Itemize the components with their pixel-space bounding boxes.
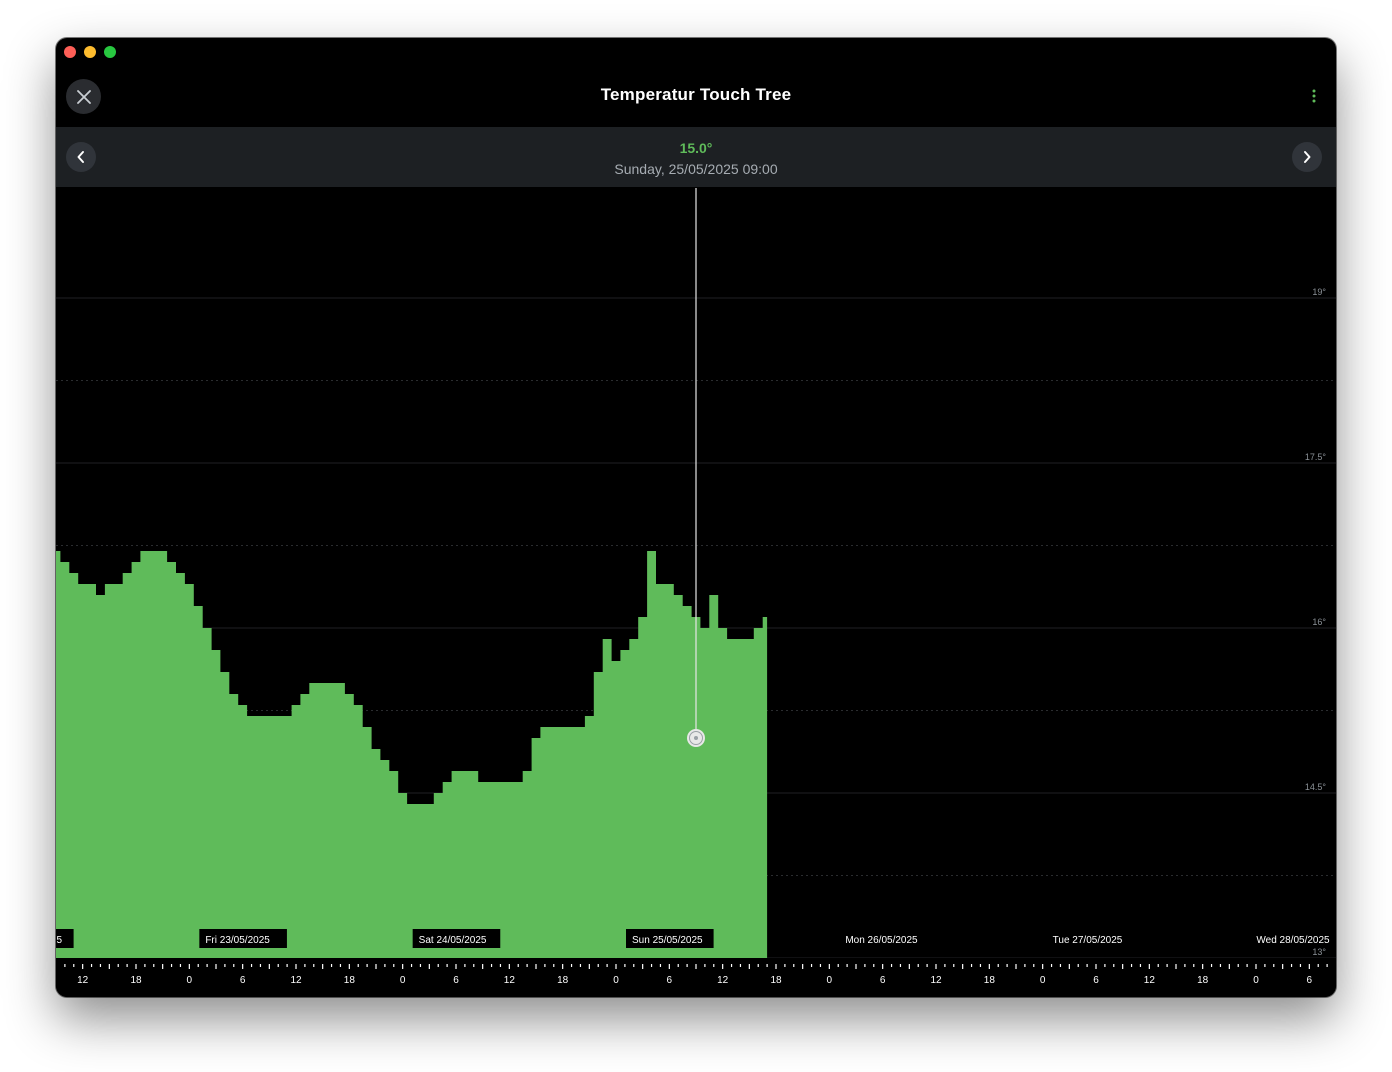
x-axis-tick-label: 0 [1253,975,1259,986]
window-close-control[interactable] [64,46,76,58]
x-axis-tick-label: 18 [344,975,356,986]
x-axis-tick-label: 12 [717,975,729,986]
date-navigation-bar: 15.0° Sunday, 25/05/2025 09:00 [56,127,1336,187]
x-axis-tick-label: 18 [770,975,782,986]
x-axis-tick-label: 12 [77,975,89,986]
day-label-box [839,929,927,948]
window-titlebar [56,38,1336,68]
top-bar: Temperatur Touch Tree [56,68,1336,126]
day-label: Sat 24/05/2025 [419,935,487,946]
x-axis-tick-label: 0 [187,975,193,986]
window-minimize-control[interactable] [84,46,96,58]
x-axis-tick-label: 18 [557,975,569,986]
x-axis-tick-label: 0 [400,975,406,986]
kebab-menu-icon [1312,89,1316,103]
x-axis-tick-label: 0 [613,975,619,986]
x-axis-tick-label: 6 [1093,975,1099,986]
day-label: Fri 23/05/2025 [205,935,270,946]
temperature-series-area [56,551,768,958]
previous-button[interactable] [66,142,96,172]
cursor-marker-dot [694,736,698,740]
x-axis-tick-label: 6 [1307,975,1313,986]
chevron-left-icon [77,151,84,163]
day-label: Wed 28/05/2025 [1256,935,1330,946]
y-axis-tick-label: 17.5° [1305,452,1327,462]
day-label: Tue 27/05/2025 [1053,935,1123,946]
more-menu-button[interactable] [1306,85,1322,107]
x-axis-tick-label: 12 [1144,975,1156,986]
selected-value: 15.0° [679,140,713,156]
page-title: Temperatur Touch Tree [600,85,792,104]
selected-datetime: Sunday, 25/05/2025 09:00 [614,161,778,177]
close-icon [76,89,91,104]
app-window: 19° 17.5° 16° 14.5° 13° Thu 22/05/2025 Fri 23/… [56,38,1336,997]
y-axis-tick-label: 16° [1312,617,1326,627]
x-axis-tick-label: 6 [240,975,246,986]
day-label: Sun 25/05/2025 [632,935,703,946]
x-axis-tick-label: 18 [984,975,996,986]
x-axis-tick-label: 6 [453,975,459,986]
window-maximize-control[interactable] [104,46,116,58]
x-axis-tick-label: 12 [504,975,516,986]
x-axis-tick-label: 6 [667,975,673,986]
next-button[interactable] [1292,142,1322,172]
x-axis-tick-label: 18 [1197,975,1209,986]
day-label-box [199,929,287,948]
x-axis-tick-label: 12 [290,975,302,986]
day-label: Thu 22/05/2025 [56,935,62,946]
temperature-chart[interactable]: 19° 17.5° 16° 14.5° 13° Thu 22/05/2025 Fri 23/… [56,38,1336,997]
x-axis-tick-label: 18 [130,975,142,986]
day-label-box [626,929,714,948]
x-axis-tick-label: 0 [1040,975,1046,986]
chevron-right-icon [1304,151,1311,163]
x-axis-tick-label: 6 [880,975,886,986]
x-axis-tick-label: 12 [930,975,942,986]
day-label-box [56,929,74,948]
day-label-box [412,929,501,948]
cursor-marker-ring [689,731,703,745]
close-button[interactable] [66,79,101,114]
y-axis-tick-label: 19° [1312,287,1326,297]
y-axis-tick-label: 14.5° [1305,782,1327,792]
x-axis-tick-label: 0 [827,975,833,986]
day-label: Mon 26/05/2025 [845,935,918,946]
y-axis-tick-label: 13° [1312,947,1326,957]
